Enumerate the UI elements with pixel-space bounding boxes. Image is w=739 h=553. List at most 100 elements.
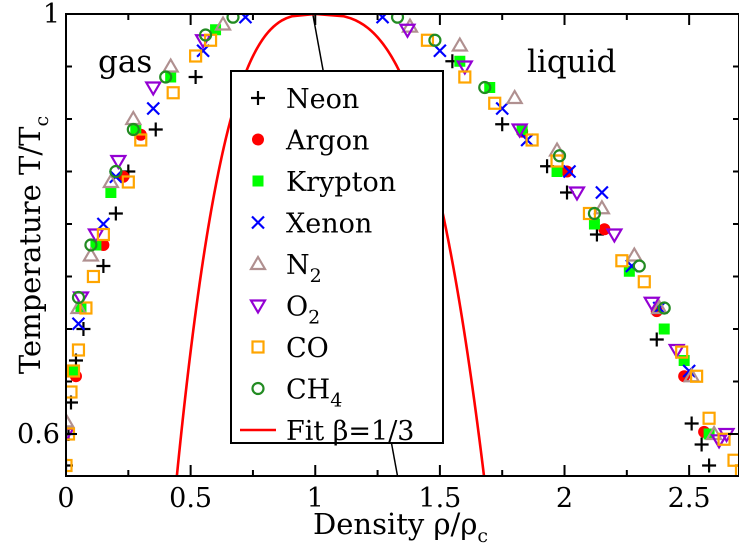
legend-label-main: O [286,292,308,323]
point-co-20 [637,275,651,289]
point-neon-6 [108,206,123,221]
point-krypton-14 [678,355,690,366]
legend-entry-co: CO [251,333,329,364]
series-ch4 [71,14,671,315]
point-co-14 [458,70,472,84]
point-xenon-0 [71,316,86,331]
point-ch4-10 [552,149,567,163]
point-o2-4 [144,81,163,97]
legend-symbol-krypton [252,175,264,187]
point-ch4-13 [657,301,671,315]
legend-label-main: Xenon [286,209,372,240]
point-ch4-4 [159,70,173,84]
point-xenon-5 [238,14,253,24]
point-neon-8 [148,122,163,137]
x-tick-label: 0.5 [169,483,212,514]
point-n2-9 [505,88,524,105]
point-neon-10 [702,458,717,473]
point-o2-11 [642,296,661,312]
point-co-23 [702,411,716,425]
point-o2-3 [109,154,128,171]
point-o2-7 [455,60,474,76]
point-neon-12 [684,416,699,431]
legend-symbol-argon [252,133,264,146]
point-o2-2 [86,228,105,244]
point-xenon-3 [146,101,161,116]
point-argon-5 [561,165,574,178]
point-co-21 [675,345,689,359]
fit-curve [175,14,486,476]
point-krypton-10 [551,166,563,177]
point-n2-8 [450,36,469,52]
point-n2-10 [548,141,566,157]
series-co [66,33,739,476]
region-label-liquid: liquid [527,44,616,80]
point-neon-5 [96,259,111,273]
point-ch4-1 [84,238,98,252]
point-co-8 [121,175,135,189]
point-krypton-13 [658,323,670,335]
legend-label-argon: Argon [285,126,369,157]
y-tick-label: 0.6 [17,419,60,450]
y-tick-label: 1 [43,0,60,30]
point-co-25 [727,453,739,467]
legend-box [230,70,444,444]
legend-label-main: CO [286,333,329,364]
legend-symbol-xenon [251,215,265,230]
point-neon-9 [188,70,203,84]
legend-symbol-ch4 [251,381,265,396]
point-co-11 [189,49,203,63]
legend-label-n2: N2 [286,250,322,287]
point-xenon-6 [375,14,390,24]
legend-symbol-n2 [249,254,267,271]
legend-label-main: Neon [286,84,359,115]
point-co-6 [86,269,101,284]
legend-label-xenon: Xenon [286,209,372,240]
point-neon-13 [649,332,664,347]
x-axis-title-sub: c [477,525,488,547]
y-axis-title-main: Temperature T/T [13,126,47,374]
point-o2-8 [510,123,529,139]
x-axis-title-main: Density ρ/ρ [313,507,477,541]
point-co-9 [134,133,148,147]
point-ch4-0 [71,290,86,305]
point-n2-0 [66,412,75,428]
legend-label-ch4: CH4 [286,375,342,412]
point-co-7 [96,227,110,242]
legend-label-main: CH [286,375,330,406]
point-co-19 [615,254,629,268]
point-o2-9 [568,186,586,202]
point-n2-5 [161,57,180,73]
point-co-16 [525,133,539,147]
point-co-10 [166,86,180,100]
point-n2-13 [650,298,669,315]
point-krypton-4 [130,124,142,135]
x-tick-label: 1 [307,483,324,514]
legend-entry-xenon: Xenon [251,209,372,240]
point-ch4-5 [198,28,213,42]
point-krypton-3 [105,187,117,198]
series-neon [66,54,717,473]
point-ch4-3 [126,122,140,137]
point-n2-1 [69,298,88,315]
point-xenon-10 [562,164,577,179]
point-n2-4 [124,109,143,126]
x-axis-title: Density ρ/ρc [313,507,488,547]
point-co-3 [66,364,81,378]
point-co-15 [488,96,502,110]
region-label-gas: gas [98,44,152,80]
point-n2-2 [82,246,100,262]
plot-frame [65,13,739,477]
point-xenon-8 [495,101,509,116]
legend-label-o2: O2 [286,292,320,329]
point-o2-6 [398,23,417,39]
axes-layer: 0 0.5 1 1.5 2 2.5 0.6 1 [17,0,739,514]
point-n2-6 [214,15,232,31]
point-krypton-9 [516,124,528,135]
legend-entry-fit: Fit β=1/3 [240,416,415,447]
legend-entry-neon: Neon [251,84,359,115]
x-tick-label: 2.5 [668,483,711,514]
